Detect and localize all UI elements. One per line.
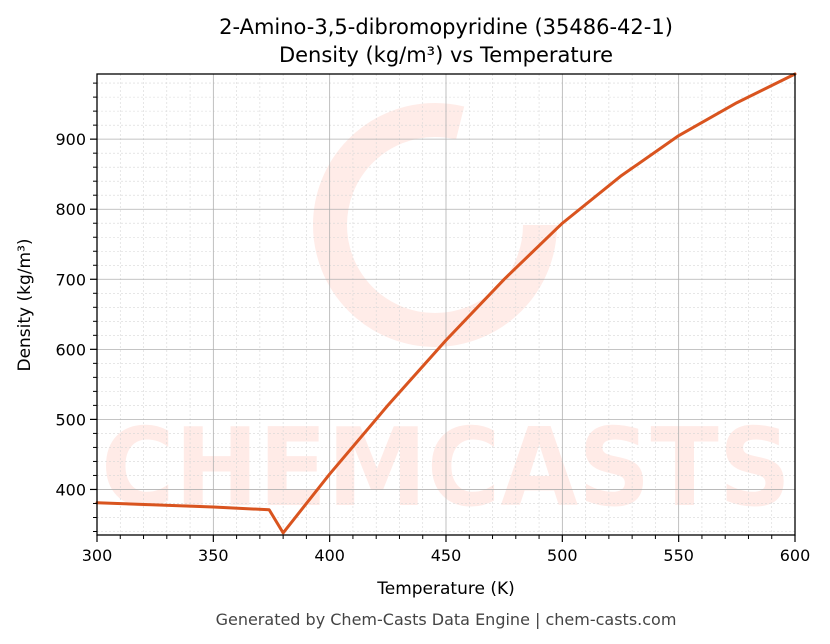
x-tick-label: 600 <box>780 546 811 565</box>
x-tick-label: 450 <box>431 546 462 565</box>
y-axis-label: Density (kg/m³) <box>15 238 35 371</box>
x-tick-label: 500 <box>547 546 578 565</box>
y-tick-label: 700 <box>55 270 86 289</box>
y-tick-label: 500 <box>55 410 86 429</box>
density-series-line <box>95 72 797 535</box>
x-tick-label: 300 <box>82 546 113 565</box>
y-tick-label: 800 <box>55 200 86 219</box>
x-tick-label: 350 <box>198 546 229 565</box>
x-axis-label: Temperature (K) <box>376 579 515 599</box>
chart-subtitle: Density (kg/m³) vs Temperature <box>279 43 613 67</box>
y-tick-label: 900 <box>55 130 86 149</box>
y-axis: 400 500 600 700 800 900 <box>55 82 97 532</box>
chart-title: 2-Amino-3,5-dibromopyridine (35486-42-1) <box>219 15 673 39</box>
x-tick-label: 550 <box>663 546 694 565</box>
watermark-logo-ring <box>313 103 557 347</box>
y-tick-label: 400 <box>55 480 86 499</box>
x-tick-label: 400 <box>314 546 345 565</box>
series-layer <box>95 72 797 535</box>
x-axis: 300 350 400 450 500 550 600 <box>82 535 811 565</box>
y-tick-label: 600 <box>55 340 86 359</box>
footer-credit: Generated by Chem-Casts Data Engine | ch… <box>216 610 677 629</box>
